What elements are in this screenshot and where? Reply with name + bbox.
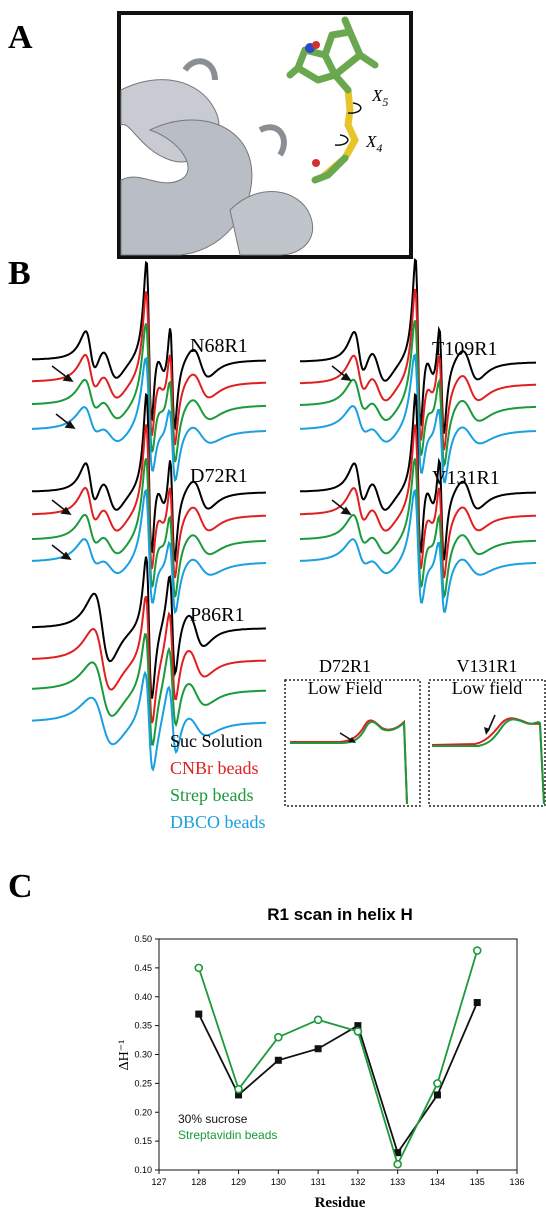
subscript: 4 <box>376 141 382 155</box>
x-tick-label: 133 <box>390 1177 405 1187</box>
point <box>474 947 481 954</box>
inset-title-line: Low Field <box>308 678 383 698</box>
insets <box>285 680 545 806</box>
inset-title-line: Low field <box>452 678 522 698</box>
y-axis-label: ΔH⁻¹ <box>117 1040 132 1071</box>
x-tick-label: 129 <box>231 1177 246 1187</box>
y-tick-label: 0.25 <box>134 1078 152 1088</box>
y-tick-label: 0.50 <box>134 934 152 944</box>
symbol: X <box>365 132 377 151</box>
panel-label: B <box>8 255 31 292</box>
y-tick-label: 0.15 <box>134 1136 152 1146</box>
point <box>474 999 481 1006</box>
arrows <box>52 366 350 559</box>
x-tick-label: 132 <box>350 1177 365 1187</box>
figure: A X5 X4 B N68R1 D72R1 P86R1 T109R1 V131R… <box>0 0 546 1215</box>
inset-title-line: V131R1 <box>456 656 517 676</box>
point <box>434 1080 441 1087</box>
x-axis-label: Residue <box>315 1195 366 1211</box>
x-tick-label: 134 <box>430 1177 445 1187</box>
point <box>315 1045 322 1052</box>
panel-label: C <box>8 868 33 905</box>
spectrum-label: D72R1 <box>190 465 248 487</box>
x-tick-label: 127 <box>151 1177 166 1187</box>
spectrum-label: N68R1 <box>190 335 248 357</box>
chart-title: R1 scan in helix H <box>267 905 413 924</box>
point <box>195 1011 202 1018</box>
spectrum-label: T109R1 <box>432 338 498 360</box>
x-tick-label: 131 <box>311 1177 326 1187</box>
y-tick-label: 0.30 <box>134 1050 152 1060</box>
point <box>235 1086 242 1093</box>
symbol: X <box>371 86 383 105</box>
point <box>275 1057 282 1064</box>
point <box>275 1034 282 1041</box>
panel-label: A <box>8 19 33 56</box>
legend-entry: CNBr beads <box>170 758 259 778</box>
spectrum-label: P86R1 <box>190 604 244 626</box>
x-tick-label: 135 <box>470 1177 485 1187</box>
y-tick-label: 0.10 <box>134 1165 152 1175</box>
y-tick-label: 0.40 <box>134 992 152 1002</box>
legend-entry: DBCO beads <box>170 812 266 832</box>
point <box>354 1028 361 1035</box>
y-tick-label: 0.45 <box>134 963 152 973</box>
x-tick-label: 136 <box>509 1177 524 1187</box>
y-tick-label: 0.35 <box>134 1021 152 1031</box>
legend-entry: Suc Solution <box>170 731 263 751</box>
spectrum-label: V131R1 <box>432 467 500 489</box>
point <box>315 1016 322 1023</box>
x-tick-label: 130 <box>271 1177 286 1187</box>
legend-entry: Strep beads <box>170 785 253 805</box>
inset-title-line: D72R1 <box>319 656 371 676</box>
legend-entry: 30% sucrose <box>178 1112 248 1126</box>
point <box>434 1091 441 1098</box>
point <box>195 964 202 971</box>
legend-entry: Streptavidin beads <box>178 1128 277 1142</box>
point <box>394 1161 401 1168</box>
subscript: 5 <box>382 95 388 109</box>
y-tick-label: 0.20 <box>134 1107 152 1117</box>
x-tick-label: 128 <box>191 1177 206 1187</box>
